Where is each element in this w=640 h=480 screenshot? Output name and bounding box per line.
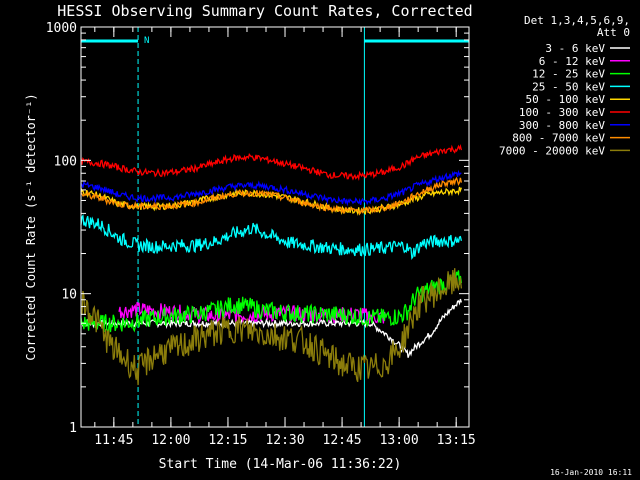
legend-label-8: 7000 - 20000 keV — [499, 144, 605, 157]
y-tick-label-1: 10 — [61, 288, 77, 303]
legend-label-0: 3 - 6 keV — [545, 42, 605, 55]
series-line-3 — [80, 213, 463, 260]
y-tick-label-3: 1000 — [46, 21, 77, 36]
footer-timestamp: 16-Jan-2010 16:11 — [550, 468, 632, 477]
legend-label-3: 25 - 50 keV — [532, 80, 605, 93]
series-line-2 — [80, 270, 463, 335]
series-line-7 — [80, 176, 463, 215]
legend-label-4: 50 - 100 keV — [526, 93, 606, 106]
legend-header-0: Det 1,3,4,5,6,9, — [524, 14, 630, 27]
y-tick-label-0: 1 — [69, 421, 77, 436]
y-tick-label-2: 100 — [54, 154, 77, 169]
legend-label-6: 300 - 800 keV — [519, 119, 605, 132]
x-tick-label-3: 12:30 — [265, 433, 304, 448]
series-line-6 — [80, 169, 462, 207]
plot-frame — [80, 26, 470, 428]
night-flag-label: N — [144, 36, 149, 46]
y-axis-label: Corrected Count Rate (s⁻¹ detector⁻¹) — [24, 93, 38, 360]
x-tick-label-4: 12:45 — [323, 433, 362, 448]
legend-label-2: 12 - 25 keV — [532, 68, 605, 81]
legend-label-7: 800 - 7000 keV — [512, 132, 605, 145]
x-axis-label: Start Time (14-Mar-06 11:36:22) — [159, 457, 402, 472]
series-line-8 — [80, 268, 463, 386]
x-tick-label-5: 13:00 — [380, 433, 419, 448]
series-line-5 — [80, 144, 463, 181]
series-lines — [80, 144, 463, 386]
x-tick-label-1: 12:00 — [151, 433, 190, 448]
x-tick-label-6: 13:15 — [437, 433, 476, 448]
series-line-0 — [80, 298, 463, 358]
axes: 1 10 100 1000 11:45 12:00 12:15 12:30 12:45 13:00… — [46, 21, 476, 448]
legend-label-1: 6 - 12 keV — [539, 55, 606, 68]
legend-label-5: 100 - 300 keV — [519, 106, 605, 119]
chart-title: HESSI Observing Summary Count Rates, Cor… — [57, 2, 472, 20]
legend-header-1: Att 0 — [597, 26, 630, 39]
x-tick-label-2: 12:15 — [208, 433, 247, 448]
x-tick-label-0: 11:45 — [94, 433, 133, 448]
